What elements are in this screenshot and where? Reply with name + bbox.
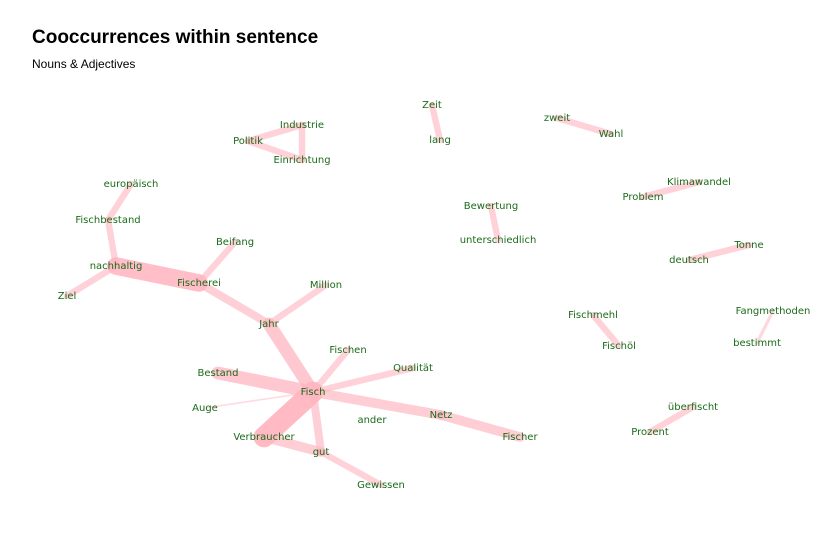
edge-Netz-Fischer	[436, 410, 525, 442]
node-label-lang: lang	[429, 135, 451, 146]
edge-Fischerei-Jahr	[195, 279, 273, 328]
node-label-bestimmt: bestimmt	[733, 338, 781, 349]
edge-Tonne-deutsch	[685, 241, 753, 264]
node-label-Prozent: Prozent	[631, 427, 669, 438]
node-label-Jahr: Jahr	[258, 319, 279, 330]
node-label-Einrichtung: Einrichtung	[273, 155, 330, 166]
node-label-Fischer: Fischer	[502, 432, 538, 443]
edge-Fischerei-Beifang	[195, 238, 239, 287]
edge-Fisch-Qualität	[309, 364, 417, 396]
node-label-Fangmethoden: Fangmethoden	[736, 306, 811, 317]
edge-Zeit-lang	[428, 101, 444, 144]
edge-Bewertung-unterschiedlich	[487, 202, 502, 244]
node-label-ander: ander	[357, 415, 387, 426]
edge-Fisch-Netz	[308, 387, 446, 420]
node-label-gut: gut	[313, 447, 330, 458]
node-label-Fischerei: Fischerei	[177, 278, 221, 289]
chart-title: Cooccurrences within sentence	[32, 27, 319, 48]
edge-Fisch-Verbraucher	[253, 381, 324, 448]
edge-überfischt-Prozent	[646, 403, 697, 436]
node-label-deutsch: deutsch	[669, 255, 709, 266]
edge-europäisch-Fischbestand	[104, 180, 135, 224]
node-label-europäisch: europäisch	[104, 179, 159, 190]
edge-Fisch-Bestand	[211, 366, 320, 399]
edge-zweit-Wahl	[553, 114, 615, 138]
edge-Jahr-Fisch	[262, 317, 320, 399]
edge-Fisch-gut	[309, 388, 325, 456]
node-label-Fischen: Fischen	[329, 345, 366, 356]
node-label-nachhaltig: nachhaltig	[90, 261, 143, 272]
node-label-Qualität: Qualität	[393, 363, 433, 374]
edge-nachhaltig-Ziel	[63, 262, 120, 300]
node-label-Klimawandel: Klimawandel	[667, 177, 731, 188]
edge-gut-Gewissen	[317, 448, 385, 489]
node-label-layer: Zeit lang zweit Wahl Industrie Politik Einrich…	[58, 100, 811, 491]
node-label-Problem: Problem	[623, 192, 664, 203]
node-label-Verbraucher: Verbraucher	[233, 432, 295, 443]
edge-Verbraucher-gut	[259, 432, 326, 457]
node-label-Fischmehl: Fischmehl	[568, 310, 618, 321]
edge-Industrie-Politik	[244, 121, 306, 145]
node-label-zweit: zweit	[544, 113, 570, 124]
node-label-Million: Million	[310, 280, 342, 291]
node-label-Tonne: Tonne	[733, 240, 763, 251]
node-label-Fisch: Fisch	[301, 387, 326, 398]
edge-Fischmehl-Fischöl	[589, 311, 623, 350]
node-label-Auge: Auge	[192, 403, 218, 414]
edge-nachhaltig-Fischerei	[107, 257, 208, 292]
edge-Klimawandel-Problem	[639, 178, 703, 201]
chart-subtitle: Nouns & Adjectives	[32, 57, 136, 71]
node-label-Politik: Politik	[233, 136, 263, 147]
node-label-Industrie: Industrie	[280, 120, 324, 131]
node-label-Gewissen: Gewissen	[357, 480, 405, 491]
node-label-Netz: Netz	[430, 410, 453, 421]
node-label-Zeit: Zeit	[422, 100, 442, 111]
node-label-Fischöl: Fischöl	[602, 341, 636, 352]
node-label-Beifang: Beifang	[216, 237, 254, 248]
node-label-Fischbestand: Fischbestand	[75, 215, 140, 226]
node-label-Wahl: Wahl	[599, 129, 624, 140]
edge-layer	[63, 101, 775, 489]
node-label-Bestand: Bestand	[198, 368, 239, 379]
node-label-unterschiedlich: unterschiedlich	[460, 235, 537, 246]
edge-Jahr-Million	[265, 281, 330, 328]
node-label-Bewertung: Bewertung	[464, 201, 518, 212]
node-label-überfischt: überfischt	[668, 402, 718, 413]
node-label-Ziel: Ziel	[58, 291, 77, 302]
edge-Politik-Einrichtung	[244, 137, 306, 164]
edge-Fangmethoden-bestimmt	[755, 309, 775, 345]
